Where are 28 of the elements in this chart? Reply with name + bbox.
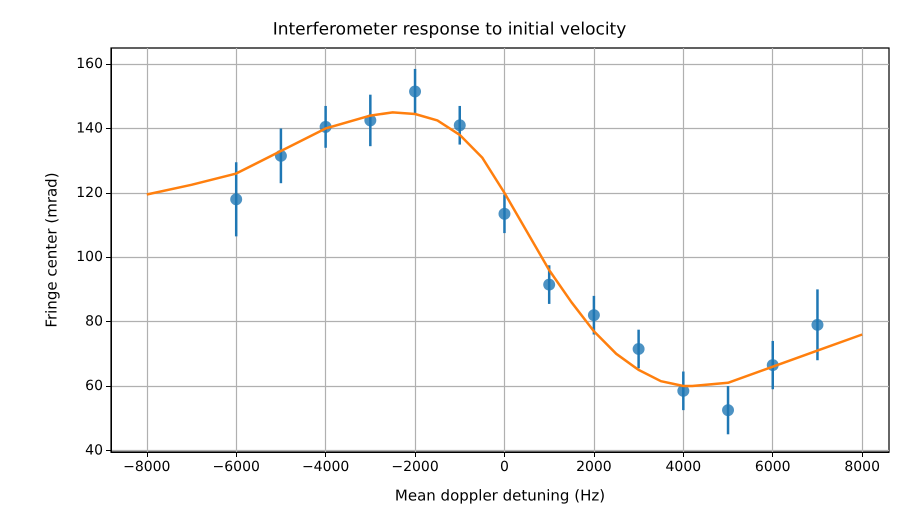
point: [722, 404, 734, 416]
point: [811, 318, 824, 331]
x-tick-label: −4000: [302, 459, 350, 475]
point: [409, 85, 422, 98]
point: [454, 119, 466, 132]
y-tick-label: 40: [85, 442, 103, 458]
x-tick-label: 6000: [754, 459, 791, 475]
x-tick-label: 0: [500, 459, 509, 475]
y-axis-title: Fringe center (mrad): [42, 172, 60, 328]
y-tick-label: 100: [76, 249, 103, 266]
point: [498, 208, 510, 220]
x-axis-title: Mean doppler detuning (Hz): [394, 486, 606, 504]
chart-title: Interferometer response to initial velocity: [272, 20, 626, 40]
y-tick-label: 80: [85, 314, 103, 330]
y-tick-label: 60: [85, 378, 103, 394]
y-tick-label: 140: [76, 120, 103, 136]
point: [632, 342, 645, 355]
x-tick-label: 8000: [844, 459, 880, 475]
x-tick-label: −6000: [212, 459, 260, 475]
y-tick-label: 160: [76, 56, 103, 72]
x-tick-label: 2000: [576, 459, 612, 475]
point: [230, 193, 242, 206]
x-tick-label: −8000: [123, 459, 170, 475]
y-tick-label: 120: [76, 184, 103, 201]
x-tick-label: −2000: [391, 459, 439, 475]
point: [543, 278, 556, 291]
x-tick-label: 4000: [666, 459, 702, 475]
point: [588, 309, 600, 322]
